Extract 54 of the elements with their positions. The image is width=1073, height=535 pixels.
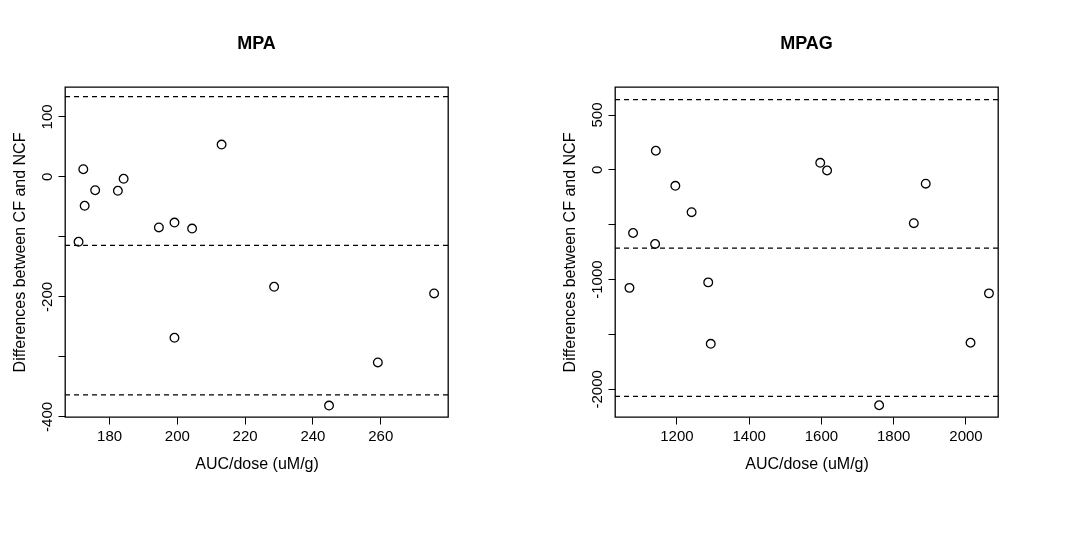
point — [624, 282, 635, 293]
chart-title: MPAG — [780, 33, 833, 53]
x-axis-title: AUC/dose (uM/g) — [745, 454, 869, 472]
point — [73, 236, 84, 247]
x-tick-label: 1400 — [732, 426, 766, 444]
y-tick-label: -2000 — [587, 370, 605, 409]
point — [822, 165, 833, 176]
point — [705, 338, 716, 349]
point — [815, 157, 826, 168]
point — [187, 223, 198, 234]
point — [920, 178, 931, 189]
point — [429, 288, 440, 299]
chart-title: MPA — [237, 33, 276, 53]
y-tick-label: 500 — [587, 102, 605, 128]
x-tick-label: 200 — [164, 426, 190, 444]
point — [216, 139, 227, 150]
x-axis-title: AUC/dose (uM/g) — [195, 454, 319, 472]
y-axis-title: Differences between CF and NCF — [560, 132, 578, 373]
y-tick-label: 100 — [37, 104, 55, 130]
point — [628, 228, 639, 238]
point — [153, 222, 164, 233]
point — [118, 173, 129, 184]
point — [169, 217, 180, 228]
x-tick-label: 180 — [97, 426, 123, 444]
y-tick-label: 0 — [587, 165, 605, 175]
point — [670, 180, 681, 191]
point — [372, 357, 383, 368]
point — [78, 164, 89, 175]
x-tick-label: 260 — [368, 426, 394, 444]
point — [908, 218, 919, 229]
point — [169, 332, 180, 343]
x-tick-label: 240 — [300, 426, 326, 444]
point — [983, 288, 994, 299]
y-axis-title: Differences between CF and NCF — [10, 132, 28, 373]
point — [703, 277, 714, 288]
point — [686, 207, 697, 218]
point — [650, 145, 661, 156]
x-tick-label: 1800 — [877, 426, 911, 444]
y-tick-label: -1000 — [587, 260, 605, 299]
point — [324, 400, 335, 411]
x-tick-label: 1200 — [660, 426, 694, 444]
point — [79, 200, 90, 211]
x-tick-label: 1600 — [804, 426, 839, 444]
y-tick-label: 0 — [37, 172, 55, 182]
point — [112, 185, 123, 196]
point — [965, 337, 976, 348]
point — [90, 185, 101, 196]
point — [269, 281, 280, 292]
point — [650, 239, 661, 249]
x-tick-label: 220 — [232, 426, 258, 444]
y-tick-label: -200 — [37, 281, 55, 312]
x-tick-label: 2000 — [949, 426, 983, 444]
point — [874, 400, 885, 411]
y-tick-label: -400 — [37, 401, 55, 432]
